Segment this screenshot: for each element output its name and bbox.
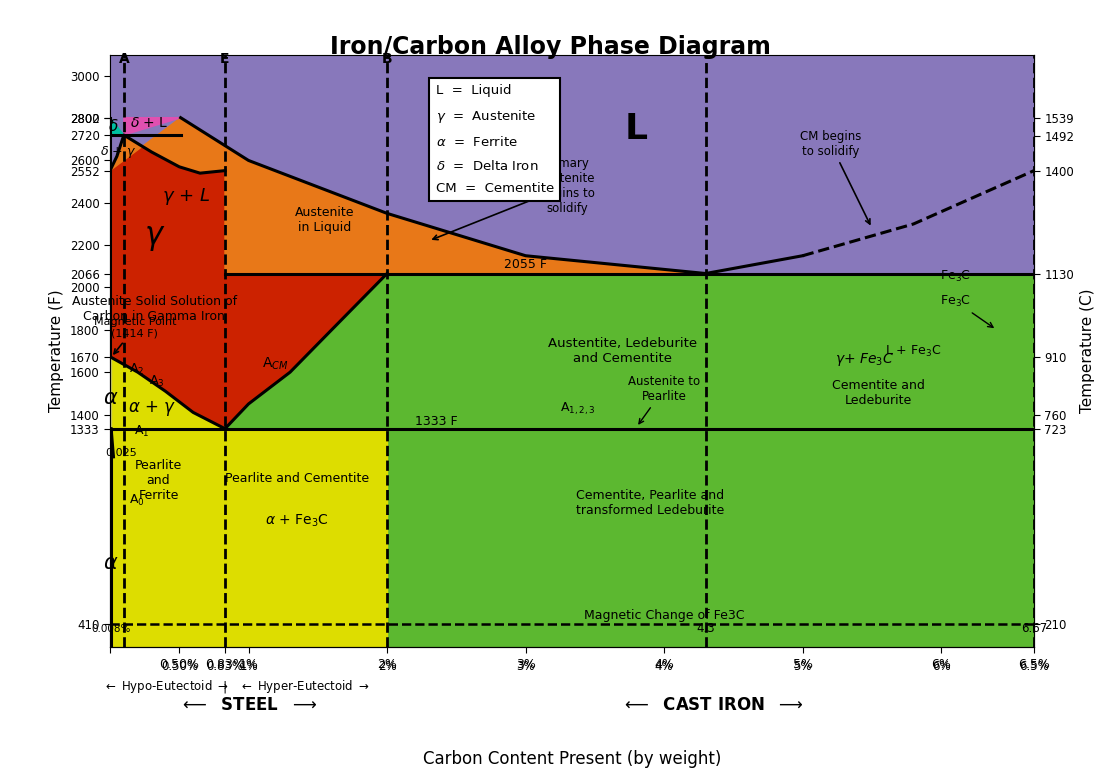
- Polygon shape: [111, 357, 226, 429]
- Text: L: L: [625, 112, 648, 146]
- Text: Austentite, Ledeburite
and Cementite: Austentite, Ledeburite and Cementite: [548, 337, 697, 365]
- Text: 2%: 2%: [377, 661, 396, 673]
- Text: A$_3$: A$_3$: [148, 374, 164, 389]
- Text: Austenite to
Pearlite: Austenite to Pearlite: [628, 374, 701, 424]
- Text: 6.67: 6.67: [1021, 622, 1047, 634]
- Text: Austenite Solid Solution of
Carbon in Gamma Iron: Austenite Solid Solution of Carbon in Ga…: [72, 295, 236, 323]
- Polygon shape: [226, 429, 387, 647]
- Polygon shape: [110, 135, 387, 429]
- Text: |: |: [223, 680, 227, 693]
- Text: 0.83%: 0.83%: [207, 661, 243, 673]
- Text: A$_1$: A$_1$: [133, 424, 148, 438]
- Text: Austenite
in Liquid: Austenite in Liquid: [295, 206, 354, 234]
- Text: $\gamma$: $\gamma$: [144, 225, 165, 254]
- Text: Cementite, Pearlite and
transformed Ledeburite: Cementite, Pearlite and transformed Lede…: [576, 489, 725, 517]
- Text: Pearlite and Cementite: Pearlite and Cementite: [226, 472, 370, 484]
- Y-axis label: Temperature (F): Temperature (F): [50, 289, 64, 413]
- Polygon shape: [110, 118, 124, 135]
- Text: $\leftarrow$ Hyper-Eutectoid $\rightarrow$: $\leftarrow$ Hyper-Eutectoid $\rightarro…: [239, 678, 370, 695]
- Text: Fe$_3$C: Fe$_3$C: [939, 293, 993, 328]
- Polygon shape: [110, 429, 226, 647]
- Text: $\leftarrow$ Hypo-Eutectoid $\rightarrow$: $\leftarrow$ Hypo-Eutectoid $\rightarrow…: [102, 678, 229, 695]
- Text: $\alpha$: $\alpha$: [102, 388, 119, 408]
- Text: 6.5%: 6.5%: [1019, 661, 1049, 673]
- Text: L  =  Liquid
$\gamma$  =  Austenite
$\alpha$  =  Ferrite
$\delta$  =  Delta Iron: L = Liquid $\gamma$ = Austenite $\alpha$…: [436, 84, 553, 195]
- Text: 5%: 5%: [793, 661, 812, 673]
- Polygon shape: [110, 357, 111, 647]
- Text: $\alpha$ + $\gamma$: $\alpha$ + $\gamma$: [128, 399, 176, 417]
- Text: A$_{1,2,3}$: A$_{1,2,3}$: [560, 401, 596, 417]
- Text: Iron/Carbon Alloy Phase Diagram: Iron/Carbon Alloy Phase Diagram: [330, 35, 770, 59]
- Text: L + Fe$_3$C: L + Fe$_3$C: [886, 343, 942, 359]
- Text: Cementite and
Ledeburite: Cementite and Ledeburite: [833, 379, 925, 407]
- Text: $\longleftarrow$  CAST IRON  $\longrightarrow$: $\longleftarrow$ CAST IRON $\longrightar…: [621, 696, 804, 714]
- Text: $\delta$ + L: $\delta$ + L: [130, 116, 168, 130]
- Text: A$_0$: A$_0$: [130, 492, 145, 508]
- Text: B: B: [382, 52, 393, 66]
- Text: CM begins
to solidify: CM begins to solidify: [800, 129, 870, 224]
- Text: $\alpha$: $\alpha$: [102, 553, 119, 573]
- Polygon shape: [226, 274, 1034, 429]
- Text: 6%: 6%: [932, 661, 950, 673]
- Polygon shape: [110, 55, 180, 118]
- Text: 4%: 4%: [654, 661, 673, 673]
- Text: A: A: [119, 52, 129, 66]
- Text: E: E: [220, 52, 230, 66]
- Text: $\gamma$ + L: $\gamma$ + L: [162, 186, 210, 207]
- Text: 0.50%: 0.50%: [161, 661, 198, 673]
- Polygon shape: [124, 118, 180, 135]
- Text: Primary
Austenite
begins to
solidify: Primary Austenite begins to solidify: [433, 157, 595, 239]
- Text: 1333 F: 1333 F: [415, 415, 458, 428]
- Y-axis label: Temperature (C): Temperature (C): [1080, 289, 1094, 413]
- Text: 3%: 3%: [516, 661, 535, 673]
- Text: 4.3: 4.3: [696, 622, 715, 634]
- Polygon shape: [110, 118, 706, 274]
- Text: Pearlite
and
Ferrite: Pearlite and Ferrite: [135, 459, 183, 502]
- Text: $\delta$ + $\gamma$: $\delta$ + $\gamma$: [100, 144, 135, 160]
- Text: $\longleftarrow$  STEEL  $\longrightarrow$: $\longleftarrow$ STEEL $\longrightarrow$: [179, 696, 318, 714]
- Text: 2055 F: 2055 F: [504, 258, 547, 271]
- Text: A$_2$: A$_2$: [130, 362, 145, 378]
- Text: Magnetic Change of Fe3C: Magnetic Change of Fe3C: [584, 609, 745, 622]
- Text: 0.008%: 0.008%: [91, 623, 131, 633]
- Text: A$_{CM}$: A$_{CM}$: [263, 356, 289, 372]
- Text: 0.025: 0.025: [106, 448, 138, 458]
- Text: 1%: 1%: [239, 661, 257, 673]
- Polygon shape: [180, 55, 1034, 274]
- Polygon shape: [110, 55, 1034, 647]
- Text: $\delta$: $\delta$: [108, 118, 119, 134]
- Text: Carbon Content Present (by weight): Carbon Content Present (by weight): [422, 750, 722, 768]
- Text: $\gamma$+ Fe$_3$C: $\gamma$+ Fe$_3$C: [835, 351, 894, 368]
- Text: Magnetic Point
(1414 F): Magnetic Point (1414 F): [94, 317, 176, 353]
- Text: $\alpha$ + Fe$_3$C: $\alpha$ + Fe$_3$C: [265, 512, 329, 529]
- Polygon shape: [387, 274, 1034, 647]
- Text: Fe$_3$C: Fe$_3$C: [939, 269, 970, 285]
